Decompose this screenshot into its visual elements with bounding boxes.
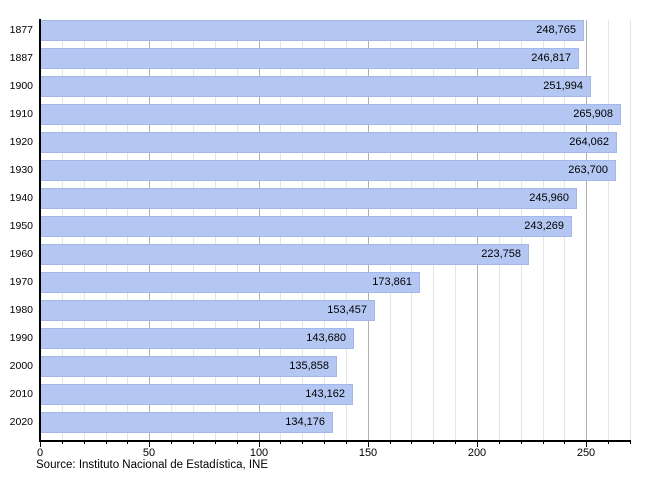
major-gridline [586,20,587,440]
major-tick [40,441,41,447]
category-label: 1980 [9,304,33,316]
x-axis-tick-label: 50 [142,447,156,459]
bar-value-label: 135,858 [289,360,329,372]
x-axis-tick-label: 200 [467,447,487,459]
category-label: 1930 [9,164,33,176]
minor-tick [62,441,63,444]
x-axis-line [39,440,631,442]
minor-tick [433,441,434,444]
minor-tick [411,441,412,444]
category-label: 1990 [9,332,33,344]
minor-tick [630,441,631,444]
minor-tick [280,441,281,444]
bar-value-label: 264,062 [569,136,609,148]
minor-tick [346,441,347,444]
bar-1910 [40,104,621,125]
minor-tick [127,441,128,444]
major-tick [586,441,587,447]
bar-1970 [40,272,420,293]
minor-tick [237,441,238,444]
category-label: 1887 [9,52,33,64]
bar-1980 [40,300,375,321]
category-label: 1900 [9,80,33,92]
x-axis-tick-label: 0 [36,447,44,459]
bar-2020 [40,412,333,433]
category-label: 1960 [9,248,33,260]
minor-gridline [608,20,609,440]
bar-value-label: 143,162 [305,388,345,400]
bar-1887 [40,48,579,69]
minor-tick [521,441,522,444]
minor-tick [171,441,172,444]
x-axis-tick-label: 150 [358,447,378,459]
category-label: 2020 [9,416,33,428]
bar-value-label: 173,861 [372,276,412,288]
category-label: 1877 [9,24,33,36]
bar-1940 [40,188,577,209]
minor-tick [302,441,303,444]
category-label: 1940 [9,192,33,204]
major-tick [149,441,150,447]
minor-tick [564,441,565,444]
bar-value-label: 223,758 [481,248,521,260]
category-label: 1970 [9,276,33,288]
minor-tick [608,441,609,444]
minor-tick [215,441,216,444]
bar-value-label: 245,960 [529,192,569,204]
bar-1960 [40,244,529,265]
major-tick [368,441,369,447]
bar-1920 [40,132,617,153]
x-axis-tick-label: 100 [249,447,269,459]
bar-2000 [40,356,337,377]
bar-1877 [40,20,584,41]
minor-tick [324,441,325,444]
bar-value-label: 263,700 [568,164,608,176]
major-tick [259,441,260,447]
bar-1950 [40,216,572,237]
minor-gridline [630,20,631,440]
bar-1900 [40,76,591,97]
minor-tick [499,441,500,444]
minor-tick [84,441,85,444]
bar-value-label: 246,817 [531,52,571,64]
minor-tick [193,441,194,444]
bar-1930 [40,160,616,181]
bar-2010 [40,384,353,405]
minor-tick [455,441,456,444]
y-axis-line [39,19,41,441]
bar-value-label: 143,680 [306,332,346,344]
category-label: 1950 [9,220,33,232]
category-label: 1920 [9,136,33,148]
major-tick [477,441,478,447]
source-caption: Source: Instituto Nacional de Estadístic… [36,459,269,471]
bar-value-label: 243,269 [524,220,564,232]
bar-value-label: 153,457 [327,304,367,316]
minor-tick [106,441,107,444]
bar-value-label: 265,908 [573,108,613,120]
bar-1990 [40,328,354,349]
category-label: 2010 [9,388,33,400]
minor-tick [390,441,391,444]
bar-value-label: 251,994 [543,80,583,92]
minor-tick [543,441,544,444]
bar-value-label: 248,765 [536,24,576,36]
category-label: 2000 [9,360,33,372]
x-axis-tick-label: 250 [576,447,596,459]
category-label: 1910 [9,108,33,120]
bar-value-label: 134,176 [285,416,325,428]
